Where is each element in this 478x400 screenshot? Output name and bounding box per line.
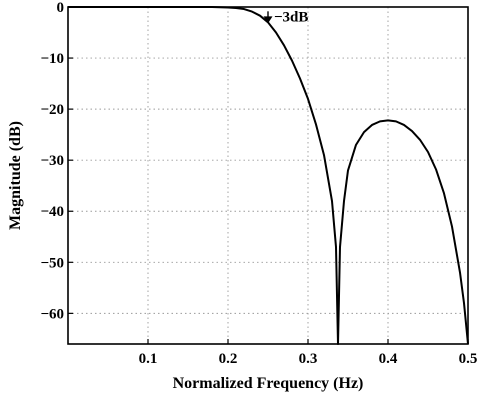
x-tick-label: 0.1 — [139, 351, 158, 367]
plot-frame — [67, 6, 469, 345]
annotation-label: −3dB — [274, 9, 308, 25]
x-tick-label: 0.2 — [219, 351, 238, 367]
y-tick-label: −50 — [40, 255, 64, 271]
y-tick-label: −10 — [40, 51, 64, 67]
magnitude-response-line — [68, 6, 469, 345]
x-tick-label: 0.3 — [299, 351, 318, 367]
x-axis-label: Normalized Frequency (Hz) — [173, 375, 364, 392]
y-tick-label: −30 — [40, 153, 64, 169]
x-tick-label: 0.5 — [459, 351, 478, 367]
y-tick-label: −60 — [40, 306, 64, 322]
grid — [68, 7, 469, 344]
y-tick-label: 0 — [57, 0, 65, 16]
axis-ticks: 0.1 0.2 0.3 0.4 0.5 0 −10 −20 −30 −40 −50 −60 — [40, 0, 477, 367]
annotation-layer: −3dB — [263, 9, 308, 25]
y-axis-label: Magnitude (dB) — [7, 121, 24, 230]
annotation-arrow-head — [263, 16, 273, 24]
series-layer — [68, 6, 469, 345]
y-tick-label: −40 — [40, 204, 64, 220]
x-tick-label: 0.4 — [379, 351, 398, 367]
y-tick-label: −20 — [40, 102, 64, 118]
